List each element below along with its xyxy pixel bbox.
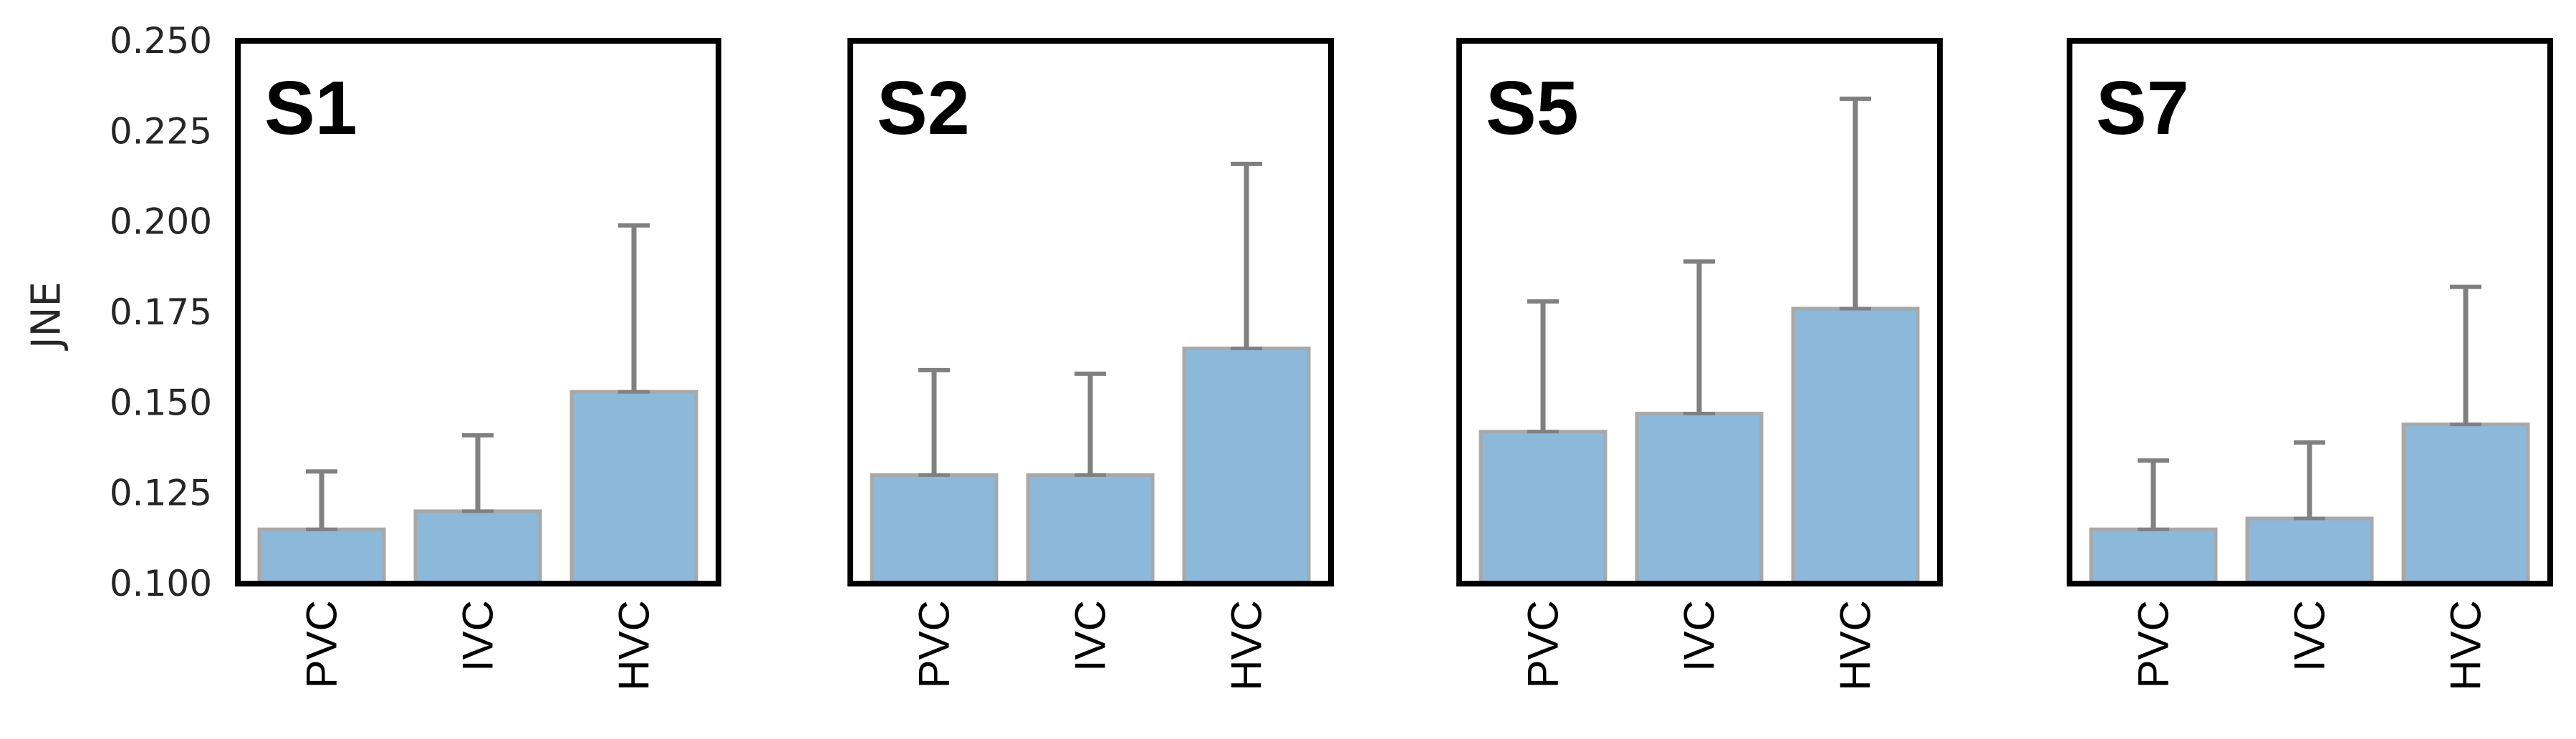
panel-title: S5 xyxy=(1486,66,1579,150)
y-tick-label: 0.100 xyxy=(110,563,212,604)
bar-hvc xyxy=(2401,422,2530,586)
x-tick-label: PVC xyxy=(2130,600,2178,688)
panel-frame xyxy=(235,38,721,586)
chart-panel-s5: S5 PVC IVC HVC xyxy=(1456,38,1943,691)
bar-ivc xyxy=(1026,473,1155,586)
y-tick-label: 0.200 xyxy=(110,201,212,243)
x-tick-label: PVC xyxy=(1519,600,1567,688)
y-tick-label: 0.125 xyxy=(110,473,212,514)
bar-pvc xyxy=(1479,430,1607,586)
x-tick-label: IVC xyxy=(454,600,502,672)
x-tick-label: HVC xyxy=(610,600,658,691)
chart-panel-s1: S1 PVC IVC HVC xyxy=(235,38,721,691)
panel-frame xyxy=(2067,38,2553,586)
bar-ivc xyxy=(2245,516,2374,586)
bar-pvc xyxy=(2089,527,2218,586)
x-tick-label: HVC xyxy=(1832,600,1880,691)
x-tick-label: PVC xyxy=(298,600,346,688)
panel-frame xyxy=(847,38,1334,586)
bar-hvc xyxy=(1791,306,1920,586)
x-tick-label: HVC xyxy=(1223,600,1271,691)
x-tick-label: IVC xyxy=(1067,600,1115,672)
x-tick-label: IVC xyxy=(2286,600,2334,672)
chart-panel-s7: S7 PVC IVC HVC xyxy=(2067,38,2553,691)
bar-hvc xyxy=(569,390,698,586)
y-tick-label: 0.150 xyxy=(110,382,212,423)
y-tick-label: 0.175 xyxy=(110,291,212,333)
x-tick-label: PVC xyxy=(910,600,958,688)
x-tick-label: HVC xyxy=(2442,600,2490,691)
panel-frame xyxy=(1456,38,1943,586)
panel-title: S7 xyxy=(2096,66,2189,150)
panel-title: S1 xyxy=(264,66,357,150)
chart-panel-s2: S2 PVC IVC HVC xyxy=(847,38,1334,691)
y-axis: 0.100 0.125 0.150 0.175 0.200 0.225 0.250 xyxy=(110,20,212,604)
y-axis-title: JNE xyxy=(24,281,70,351)
chart-panels: S1 PVC IVC HVC S2 PVC IVC HVC S5 PVC IVC HVC S7 PVC IV… xyxy=(235,38,2553,691)
panel-title: S2 xyxy=(877,66,970,150)
y-tick-label: 0.250 xyxy=(110,20,212,62)
bar-hvc xyxy=(1182,347,1311,586)
bar-pvc xyxy=(257,527,386,586)
bar-pvc xyxy=(870,473,999,586)
bar-ivc xyxy=(413,509,542,586)
bar-ivc xyxy=(1635,411,1764,586)
y-tick-label: 0.225 xyxy=(110,110,212,152)
x-tick-label: IVC xyxy=(1676,600,1724,672)
